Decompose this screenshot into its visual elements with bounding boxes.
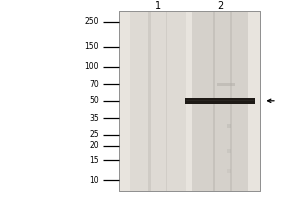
Text: 10: 10 — [89, 176, 99, 185]
Bar — [130, 11, 186, 191]
Bar — [217, 83, 235, 86]
Text: 15: 15 — [89, 156, 99, 165]
Bar — [230, 11, 232, 191]
Text: 20: 20 — [89, 141, 99, 150]
Bar — [185, 98, 255, 104]
Bar — [118, 11, 260, 191]
Text: 100: 100 — [85, 62, 99, 71]
Text: 150: 150 — [85, 42, 99, 51]
Bar — [148, 11, 151, 191]
Bar — [166, 11, 167, 191]
Bar — [227, 149, 231, 153]
Bar — [227, 124, 231, 128]
Text: 25: 25 — [89, 130, 99, 139]
Text: 50: 50 — [89, 96, 99, 105]
Text: 2: 2 — [217, 1, 223, 11]
Bar — [118, 11, 260, 191]
Text: 70: 70 — [89, 80, 99, 89]
Bar — [192, 11, 248, 191]
Bar — [213, 11, 215, 191]
Bar — [186, 100, 254, 101]
Text: 1: 1 — [155, 1, 161, 11]
Bar — [227, 169, 231, 173]
Text: 35: 35 — [89, 114, 99, 123]
Text: 250: 250 — [85, 17, 99, 26]
